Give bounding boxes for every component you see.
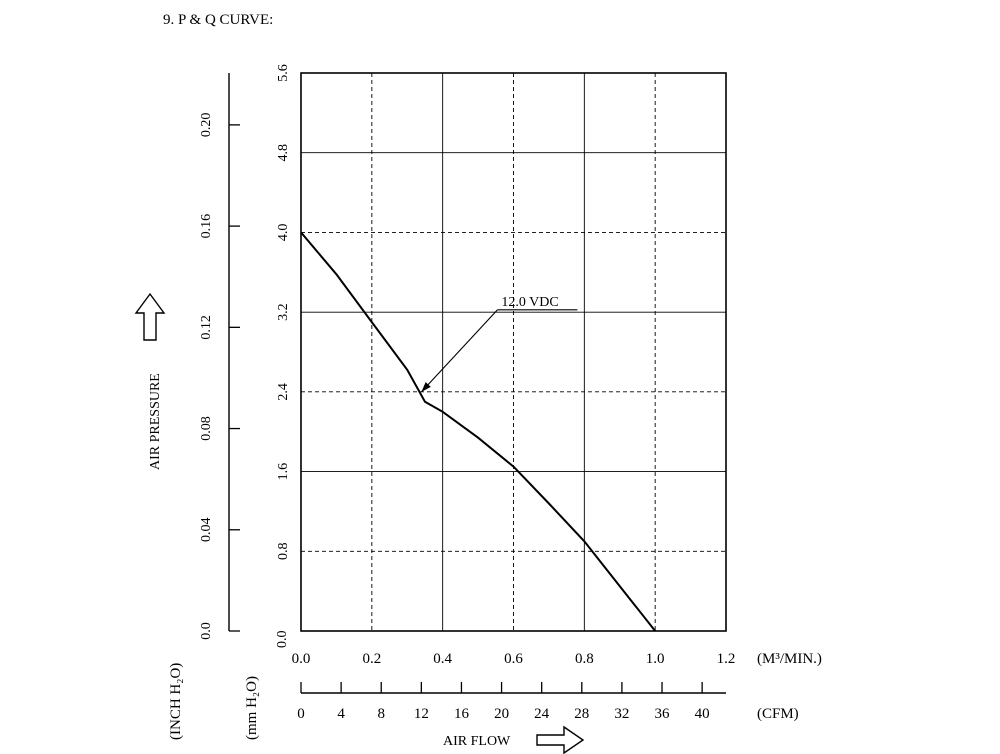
m3-tick-label: 0.4 (433, 651, 452, 667)
cfm-tick-label: 12 (414, 706, 429, 722)
air-pressure-label: AIR PRESSURE (148, 373, 163, 470)
inch-tick-label: 0.04 (199, 518, 214, 543)
m3-tick-label: 0.8 (575, 651, 594, 667)
plot-frame (300, 72, 727, 632)
mm-tick-label: 4.8 (276, 144, 291, 162)
mm-tick-label: 2.4 (276, 383, 291, 401)
air-pressure-arrow-icon (134, 292, 166, 341)
air-flow-arrow-icon (536, 725, 585, 754)
mm-tick-label: 4.0 (276, 224, 291, 242)
series-line-12vdc (300, 231, 656, 632)
m3-axis-ticks: 0.0 0.2 0.4 0.6 0.8 1.0 1.2 (292, 651, 736, 667)
inch-tick-label: 0.0 (199, 622, 214, 640)
grid-lines (301, 73, 726, 631)
cfm-unit-label: (CFM) (757, 706, 799, 722)
inch-unit-label: (INCH H₂O) (168, 663, 184, 740)
m3-tick-label: 0.0 (292, 651, 311, 667)
inch-tick-label: 0.20 (199, 113, 214, 138)
cfm-tick-label: 32 (614, 706, 629, 722)
annotation-label: 12.0 VDC (501, 295, 558, 310)
cfm-tick-label: 24 (534, 706, 550, 722)
inch-axis-ticks: 0.0 0.04 0.08 0.12 0.16 0.20 (199, 113, 240, 640)
m3-tick-label: 0.6 (504, 651, 523, 667)
cfm-tick-label: 20 (494, 706, 509, 722)
mm-axis-ticks: 0.8 1.6 2.4 3.2 4.0 4.8 5.6 (276, 64, 291, 560)
mm-tick-label: 1.6 (276, 463, 291, 481)
m3-tick-label: 0.2 (362, 651, 381, 667)
mm-tick-label: 5.6 (276, 64, 291, 82)
cfm-tick-label: 4 (337, 706, 345, 722)
mm-tick-label: 3.2 (276, 303, 291, 321)
cfm-tick-label: 36 (655, 706, 671, 722)
cfm-tick-label: 16 (454, 706, 470, 722)
cfm-tick-label: 0 (297, 706, 305, 722)
m3-tick-label: 1.2 (717, 651, 736, 667)
mm-unit-label: (mm H₂O) (244, 676, 260, 740)
cfm-tick-label: 40 (695, 706, 710, 722)
mm-tick-label: 0.8 (276, 543, 291, 561)
air-flow-label: AIR FLOW (443, 734, 511, 749)
annotation-leader-line (421, 309, 498, 393)
cfm-axis-ticks: 0 4 8 12 16 20 24 28 32 36 40 (297, 682, 710, 722)
cfm-tick-label: 28 (574, 706, 589, 722)
inch-tick-label: 0.08 (199, 416, 214, 441)
annotation-arrowhead (421, 382, 431, 392)
inch-tick-label: 0.12 (199, 315, 214, 340)
m3-unit-label: (M³/MIN.) (757, 651, 822, 667)
mm-tick-label-zero: 0.0 (275, 631, 290, 649)
m3-tick-label: 1.0 (646, 651, 665, 667)
section-title: 9. P & Q CURVE: (163, 12, 273, 28)
cfm-tick-label: 8 (377, 706, 385, 722)
inch-tick-label: 0.16 (199, 214, 214, 239)
